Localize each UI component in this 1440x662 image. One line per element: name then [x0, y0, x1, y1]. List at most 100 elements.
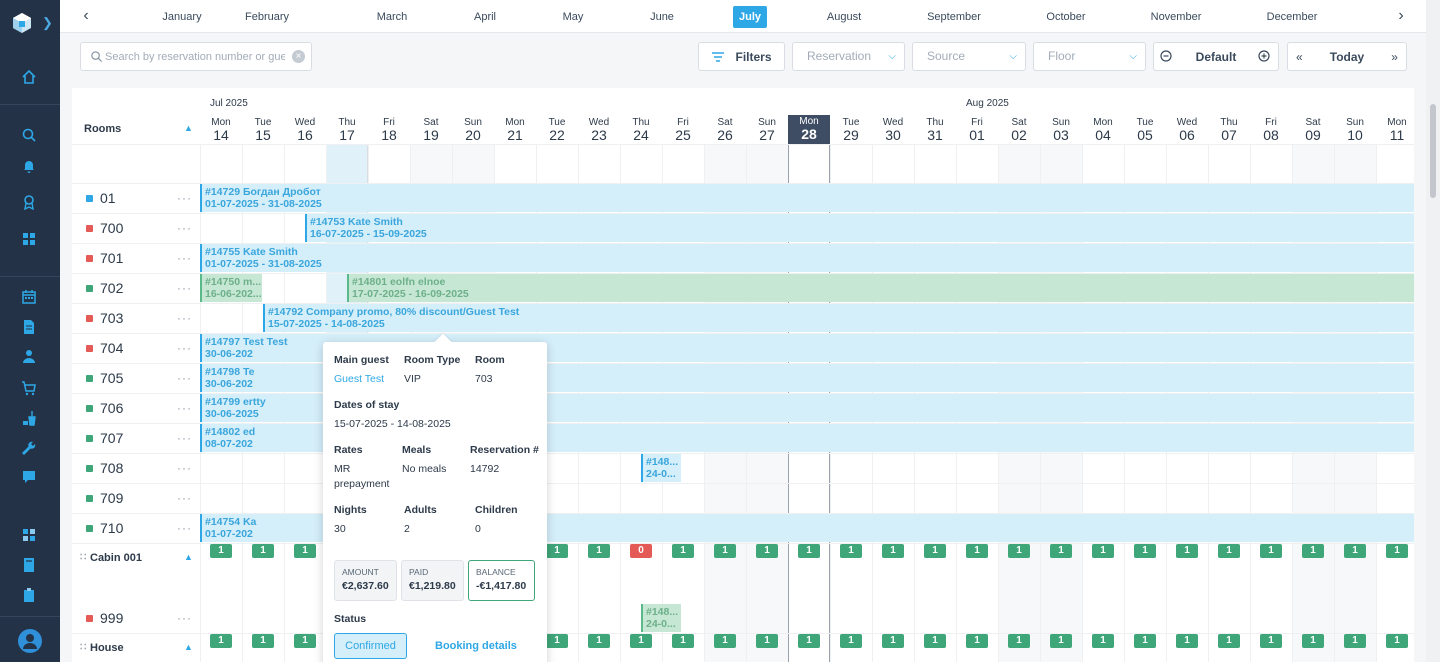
scrollbar-thumb[interactable] [1430, 104, 1436, 198]
booking-bar[interactable]: #14753 Kate Smith 16-07-2025 - 15-09-2025 [305, 214, 1414, 242]
day-header[interactable]: Tue 22 [536, 116, 578, 142]
month-february[interactable]: February [244, 11, 290, 23]
award-icon[interactable] [20, 193, 38, 211]
search-icon[interactable] [20, 126, 38, 144]
bell-icon[interactable] [20, 157, 38, 175]
filters-button[interactable]: Filters [698, 42, 785, 71]
month-july[interactable]: July [732, 6, 768, 28]
app-logo[interactable] [11, 12, 33, 34]
room-row-707[interactable]: 707 ··· [72, 423, 200, 453]
user-icon[interactable] [20, 347, 38, 365]
search-input[interactable] [105, 48, 285, 66]
booking-bar[interactable]: #14792 Company promo, 80% discount/Guest… [263, 304, 1414, 332]
day-header[interactable]: Fri 25 [662, 116, 704, 142]
room-row-704[interactable]: 704 ··· [72, 333, 200, 363]
category-1[interactable]: ∷ House ▲ [72, 638, 200, 658]
drag-handle-icon[interactable]: ∷ [80, 642, 87, 653]
month-may[interactable]: May [562, 11, 584, 23]
status-badge[interactable]: Confirmed [334, 633, 407, 659]
day-header[interactable]: Wed 16 [284, 116, 326, 142]
day-header[interactable]: Tue 05 [1124, 116, 1166, 142]
room-row-706[interactable]: 706 ··· [72, 393, 200, 423]
today-button[interactable]: Today [1329, 49, 1365, 64]
collapse-arrow-icon[interactable]: ▲ [184, 552, 193, 562]
month-october[interactable]: October [1046, 11, 1086, 23]
zoom-in-icon[interactable] [1258, 49, 1272, 64]
collapse-arrow-icon[interactable]: ▲ [184, 642, 193, 652]
source-select[interactable]: Source ⌵ [912, 42, 1026, 71]
room-row-705[interactable]: 705 ··· [72, 363, 200, 393]
vertical-scrollbar[interactable] [1426, 0, 1440, 662]
month-april[interactable]: April [473, 11, 497, 23]
month-december[interactable]: December [1266, 11, 1318, 23]
room-menu-icon[interactable]: ··· [177, 191, 192, 205]
reservation-select[interactable]: Reservation ⌵ [792, 42, 905, 71]
month-september[interactable]: September [927, 11, 981, 23]
clipboard-icon[interactable] [20, 586, 38, 604]
expand-sidebar-icon[interactable]: ❯ [42, 15, 53, 30]
room-menu-icon[interactable]: ··· [177, 311, 192, 325]
month-august[interactable]: August [826, 11, 862, 23]
drag-handle-icon[interactable]: ∷ [80, 552, 87, 563]
next-year-arrow-icon[interactable]: › [1398, 7, 1404, 24]
user-avatar[interactable] [18, 629, 42, 653]
room-menu-icon[interactable]: ··· [177, 431, 192, 445]
day-header[interactable]: Wed 23 [578, 116, 620, 142]
chat-icon[interactable] [20, 468, 38, 486]
day-header[interactable]: Mon 28 [788, 115, 830, 144]
booking-bar[interactable]: #14729 Богдан Дробот 01-07-2025 - 31-08-2… [200, 184, 1414, 212]
collapse-arrow-icon[interactable]: ▲ [184, 123, 193, 133]
month-march[interactable]: March [376, 11, 408, 23]
room-menu-icon[interactable]: ··· [177, 341, 192, 355]
room-menu-icon[interactable]: ··· [177, 371, 192, 385]
main-guest-link[interactable]: Guest Test [334, 373, 384, 385]
day-header[interactable]: Sat 26 [704, 116, 746, 142]
day-header[interactable]: Tue 29 [830, 116, 872, 142]
booking-bar[interactable]: #148... 24-0... [641, 454, 681, 482]
day-header[interactable]: Sun 20 [452, 116, 494, 142]
room-row-702[interactable]: 702 ··· [72, 273, 200, 303]
category-0[interactable]: ∷ Cabin 001 ▲ [72, 548, 200, 568]
room-menu-icon[interactable]: ··· [177, 521, 192, 535]
room-row-01[interactable]: 01 ··· [72, 183, 200, 213]
day-header[interactable]: Thu 17 [326, 116, 368, 142]
day-header[interactable]: Sat 19 [410, 116, 452, 142]
home-icon[interactable] [20, 68, 38, 86]
room-row-999[interactable]: 999 ··· [72, 603, 200, 633]
booking-bar[interactable]: #14750 m... 16-06-202... [200, 274, 262, 302]
day-header[interactable]: Mon 14 [200, 116, 242, 142]
rooms-column-header[interactable]: Rooms ▲ [84, 123, 193, 135]
clear-search-icon[interactable]: × [292, 50, 305, 63]
day-header[interactable]: Thu 31 [914, 116, 956, 142]
room-row-700[interactable]: 700 ··· [72, 213, 200, 243]
day-header[interactable]: Mon 11 [1376, 116, 1418, 142]
dashboard-icon[interactable] [20, 230, 38, 248]
day-header[interactable]: Sat 02 [998, 116, 1040, 142]
wrench-icon[interactable] [20, 439, 38, 457]
calendar-icon[interactable] [20, 288, 38, 306]
day-header[interactable]: Fri 18 [368, 116, 410, 142]
day-header[interactable]: Sun 27 [746, 116, 788, 142]
room-menu-icon[interactable]: ··· [177, 281, 192, 295]
booking-bar[interactable]: #148... 24-0... [641, 604, 681, 632]
zoom-out-icon[interactable] [1160, 49, 1174, 64]
day-header[interactable]: Mon 21 [494, 116, 536, 142]
booking-bar[interactable]: #14755 Kate Smith 01-07-2025 - 31-08-2025 [200, 244, 1414, 272]
cleaning-icon[interactable] [20, 409, 38, 427]
day-header[interactable]: Fri 01 [956, 116, 998, 142]
day-header[interactable]: Wed 30 [872, 116, 914, 142]
booking-details-link[interactable]: Booking details [435, 640, 517, 652]
room-row-701[interactable]: 701 ··· [72, 243, 200, 273]
book-icon[interactable] [20, 556, 38, 574]
booking-bar[interactable]: #14801 eolfn elnoe 17-07-2025 - 16-09-202… [347, 274, 1414, 302]
day-header[interactable]: Wed 06 [1166, 116, 1208, 142]
month-june[interactable]: June [650, 11, 674, 23]
floor-select[interactable]: Floor ⌵ [1033, 42, 1146, 71]
day-header[interactable]: Tue 15 [242, 116, 284, 142]
cart-icon[interactable] [20, 379, 38, 397]
day-header[interactable]: Thu 07 [1208, 116, 1250, 142]
month-november[interactable]: November [1150, 11, 1202, 23]
room-row-708[interactable]: 708 ··· [72, 453, 200, 483]
room-menu-icon[interactable]: ··· [177, 251, 192, 265]
day-header[interactable]: Mon 04 [1082, 116, 1124, 142]
